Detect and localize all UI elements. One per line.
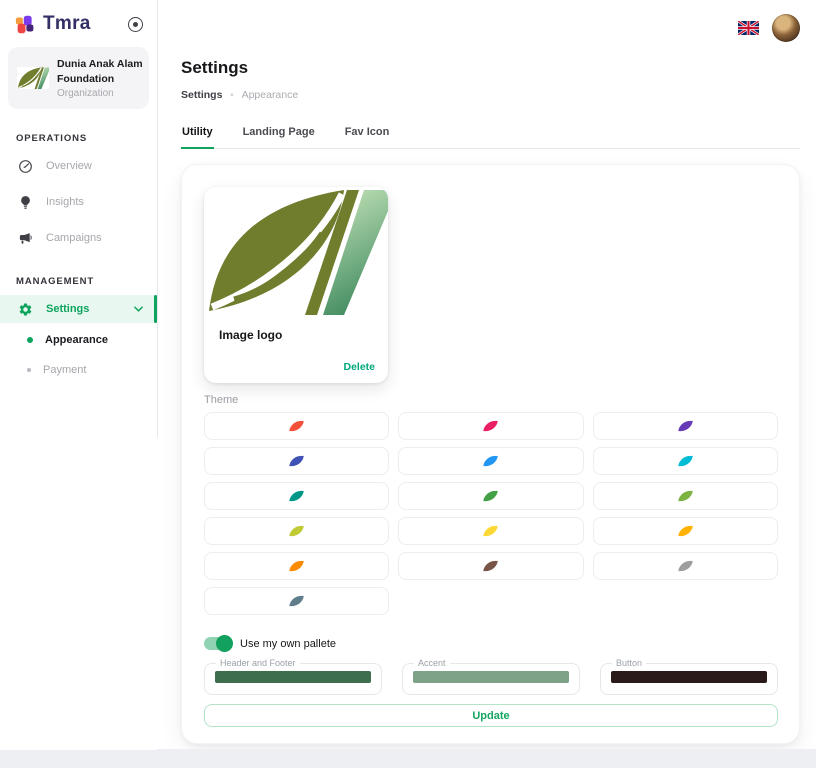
accent-color-bar[interactable] (413, 671, 569, 683)
sidebar: Tmra Dunia Anak Alam Foundation Organiza… (0, 0, 157, 750)
leaf-swatch-icon (678, 454, 693, 468)
sidebar-item-overview[interactable]: Overview (0, 152, 157, 180)
leaf-swatch-icon (483, 454, 499, 468)
theme-swatch-5[interactable] (592, 447, 778, 475)
page-bottom-background (0, 749, 816, 768)
sidebar-collapse-button[interactable] (128, 16, 143, 32)
breadcrumb-parent[interactable]: Settings (181, 89, 223, 101)
leaf-swatch-icon (289, 454, 304, 468)
sidebar-item-label: Overview (46, 160, 92, 173)
theme-swatch-7[interactable] (398, 482, 584, 510)
tab-landing-page[interactable]: Landing Page (242, 126, 315, 138)
gauge-icon (17, 159, 33, 174)
theme-swatch-0[interactable] (204, 412, 390, 440)
update-button[interactable]: Update (204, 704, 778, 727)
organization-type: Organization (57, 88, 114, 100)
chevron-down-icon (134, 303, 143, 315)
own-palette-row: Use my own pallete (204, 635, 777, 652)
field-label: Button (616, 658, 643, 668)
field-label: Accent (418, 658, 446, 668)
organization-card[interactable]: Dunia Anak Alam Foundation Organization (8, 47, 149, 110)
leaf-swatch-icon (678, 524, 693, 538)
leaf-swatch-icon (289, 489, 304, 503)
sidebar-item-label: Settings (46, 303, 90, 316)
leaf-swatch-icon (483, 489, 499, 503)
organization-leaf-logo-image (204, 187, 388, 315)
bullet-dot-icon (27, 368, 31, 373)
delete-logo-button[interactable]: Delete (343, 361, 375, 373)
tab-fav-icon[interactable]: Fav Icon (344, 126, 390, 138)
brand-logo-icon (15, 14, 36, 35)
breadcrumb: Settings • Appearance (181, 89, 816, 101)
breadcrumb-current: Appearance (241, 89, 299, 101)
leaf-swatch-icon (678, 419, 693, 433)
tab-bar: Utility Landing Page Fav Icon (181, 122, 800, 149)
own-palette-toggle[interactable] (204, 635, 233, 652)
tab-utility[interactable]: Utility (181, 122, 214, 149)
sidebar-subitem-label: Appearance (45, 334, 108, 347)
toggle-knob-icon (216, 635, 233, 652)
sidebar-item-settings[interactable]: Settings (0, 295, 157, 324)
header-footer-color-bar[interactable] (215, 671, 371, 683)
theme-swatch-4[interactable] (398, 447, 584, 475)
page-title: Settings (181, 58, 249, 77)
topbar (158, 0, 816, 42)
leaf-swatch-icon (289, 594, 304, 608)
theme-swatch-2[interactable] (592, 412, 778, 440)
theme-swatch-1[interactable] (398, 412, 584, 440)
button-color-bar[interactable] (611, 671, 767, 683)
image-logo-card: Image logo Delete (204, 187, 388, 383)
megaphone-icon (17, 231, 33, 246)
leaf-swatch-icon (483, 524, 499, 538)
leaf-swatch-icon (678, 489, 693, 503)
user-avatar[interactable] (772, 14, 800, 42)
leaf-swatch-icon (289, 524, 304, 538)
uk-flag-icon[interactable] (738, 21, 759, 35)
custom-palette-fields: Header and Footer Accent Button (204, 658, 778, 695)
leaf-swatch-icon (483, 419, 499, 433)
leaf-swatch-icon (678, 559, 693, 573)
logo-card-caption: Image logo (219, 328, 283, 342)
main-content: Settings Settings • Appearance Utility L… (158, 0, 816, 750)
gear-icon (17, 302, 33, 317)
theme-swatch-14[interactable] (592, 552, 778, 580)
sidebar-subitem-appearance[interactable]: Appearance (0, 327, 157, 353)
brand-row: Tmra (0, 0, 157, 35)
sidebar-item-campaigns[interactable]: Campaigns (0, 224, 157, 252)
section-label-operations: OPERATIONS (16, 133, 88, 145)
brand-name: Tmra (43, 13, 91, 34)
sidebar-subitem-payment[interactable]: Payment (0, 357, 157, 383)
theme-swatch-15[interactable] (204, 587, 390, 615)
theme-swatch-grid (204, 412, 778, 615)
theme-swatch-9[interactable] (204, 517, 390, 545)
lightbulb-icon (17, 195, 33, 210)
breadcrumb-separator: • (230, 90, 234, 100)
theme-swatch-10[interactable] (398, 517, 584, 545)
bullet-dot-icon (27, 337, 33, 344)
appearance-settings-card: Image logo Delete Theme Use my own palle… (181, 164, 800, 744)
sidebar-item-label: Insights (46, 196, 84, 209)
section-label-management: MANAGEMENT (16, 276, 95, 288)
sidebar-divider (157, 0, 158, 437)
theme-swatch-3[interactable] (204, 447, 390, 475)
organization-logo-icon (17, 66, 49, 90)
leaf-swatch-icon (289, 419, 304, 433)
theme-swatch-8[interactable] (592, 482, 778, 510)
theme-swatch-6[interactable] (204, 482, 390, 510)
accent-color-field[interactable]: Accent (402, 658, 580, 695)
sidebar-item-label: Campaigns (46, 232, 102, 245)
sidebar-item-insights[interactable]: Insights (0, 188, 157, 216)
own-palette-toggle-label: Use my own pallete (240, 637, 336, 650)
leaf-swatch-icon (289, 559, 304, 573)
button-color-field[interactable]: Button (600, 658, 778, 695)
theme-swatch-12[interactable] (204, 552, 390, 580)
theme-swatch-13[interactable] (398, 552, 584, 580)
header-footer-color-field[interactable]: Header and Footer (204, 658, 382, 695)
organization-name: Dunia Anak Alam Foundation (57, 58, 143, 85)
sidebar-subitem-label: Payment (43, 364, 87, 377)
leaf-swatch-icon (483, 559, 499, 573)
theme-swatch-11[interactable] (592, 517, 778, 545)
field-label: Header and Footer (220, 658, 296, 668)
theme-section-label: Theme (204, 394, 239, 406)
